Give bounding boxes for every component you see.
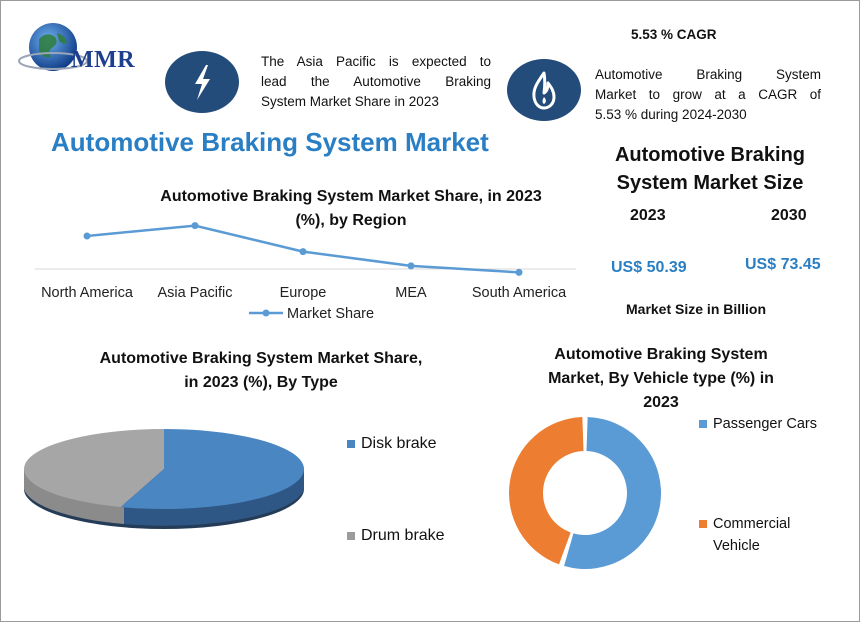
cagr-heading: 5.53 % CAGR [631, 27, 717, 42]
type-pie-chart [24, 429, 305, 529]
pie-slice-disk-brake [120, 429, 305, 509]
vehicle-chart-title: Automotive Braking System Market, By Veh… [521, 343, 801, 415]
x-tick-label: MEA [395, 285, 427, 301]
x-tick-label: Asia Pacific [158, 285, 233, 301]
data-point [299, 248, 307, 256]
lightning-badge [165, 51, 239, 113]
type-chart-title-line: Automotive Braking System Market Share, [99, 350, 423, 367]
legend-label: Disk brake [361, 435, 437, 452]
data-point [515, 268, 523, 276]
legend-swatch [347, 531, 355, 540]
region-line-chart: North America Asia Pacific Europe MEA South … [35, 222, 576, 322]
vehicle-chart-title-line: Market, By Vehicle type (%) in [548, 370, 774, 387]
legend-label: Vehicle [713, 538, 760, 554]
legend-label: Commercial [713, 516, 791, 532]
value-2023: US$ 50.39 [611, 259, 687, 276]
x-tick-label: Europe [280, 285, 327, 301]
info-left-line: lead the Automotive Braking [261, 74, 491, 89]
legend-marker [262, 309, 270, 317]
legend-label: Passenger Cars [713, 416, 817, 432]
x-tick-label: North America [41, 285, 134, 301]
legend-label-market-share: Market Share [287, 306, 374, 322]
region-chart-title: Automotive Braking System Market Share, … [81, 185, 621, 233]
market-size-title-line: Automotive Braking [614, 144, 806, 166]
globe-icon [18, 23, 88, 71]
value-2030: US$ 73.45 [745, 256, 821, 273]
info-right-line: Market to grow at a CAGR of [595, 87, 821, 102]
logo-text: MMR [71, 47, 136, 73]
donut-slice-passenger-cars [564, 417, 661, 569]
vehicle-chart-title-line: 2023 [643, 394, 679, 411]
page-title: Automotive Braking System Market [51, 127, 489, 157]
info-right-line: 5.53 % during 2024-2030 [595, 107, 747, 122]
legend-passenger-cars: Passenger Cars [699, 416, 817, 432]
type-chart-title: Automotive Braking System Market Share, … [61, 347, 461, 395]
info-left-text: The Asia Pacific is expected to lead the… [261, 52, 491, 112]
year-2023: 2023 [630, 207, 666, 224]
legend-label: Drum brake [361, 527, 445, 544]
year-2030: 2030 [771, 207, 807, 224]
info-left-line: The Asia Pacific is expected to [261, 54, 491, 69]
info-right-line: Automotive Braking System [595, 67, 821, 82]
data-point [407, 262, 415, 270]
data-point [191, 222, 199, 230]
x-tick-label: South America [472, 285, 567, 301]
legend-commercial-vehicle: Commercial Vehicle [699, 513, 790, 557]
lightning-icon [195, 65, 210, 100]
legend-drum-brake: Drum brake [347, 527, 445, 545]
info-right-text: Automotive Braking System Market to grow… [595, 65, 821, 125]
info-left-line: System Market Share in 2023 [261, 94, 439, 109]
logo: MMR [17, 15, 157, 85]
legend-disk-brake: Disk brake [347, 435, 437, 453]
market-size-note: Market Size in Billion [626, 301, 767, 317]
vehicle-donut-chart [509, 417, 661, 569]
legend-swatch [699, 520, 707, 529]
flame-icon [532, 71, 556, 110]
legend-swatch [699, 420, 707, 429]
market-size-title-line: System Market Size [616, 172, 804, 194]
market-size-title: Automotive Braking System Market Size [599, 141, 821, 197]
donut-slice-commercial-vehicle [509, 417, 584, 565]
pie-side-blue [124, 469, 304, 526]
flame-badge [507, 59, 581, 121]
type-chart-title-line: in 2023 (%), By Type [184, 374, 338, 391]
legend-swatch [347, 439, 355, 448]
vehicle-chart-title-line: Automotive Braking System [554, 346, 768, 363]
region-chart-title-line: (%), by Region [295, 212, 407, 229]
data-point [83, 232, 91, 240]
region-chart-title-line: Automotive Braking System Market Share, … [160, 188, 542, 205]
pie-slice-drum-brake [24, 429, 164, 508]
